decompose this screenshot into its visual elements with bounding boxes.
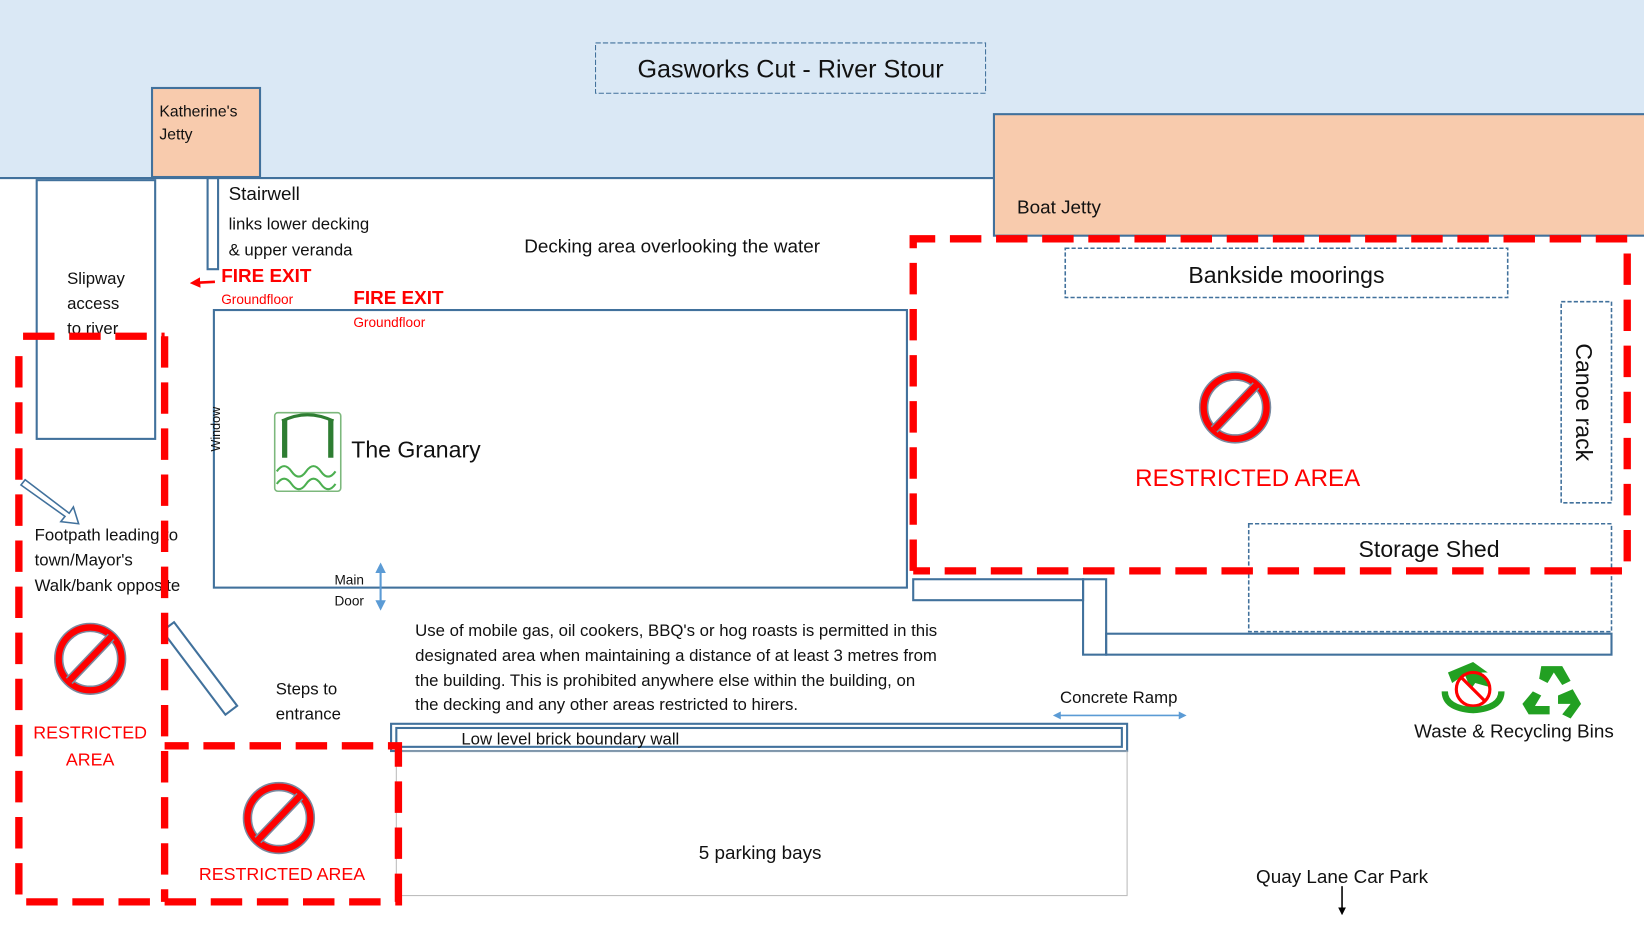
svg-text:the decking and any other area: the decking and any other areas restrict… xyxy=(415,695,798,714)
svg-text:5 parking bays: 5 parking bays xyxy=(699,842,822,863)
svg-text:FIRE EXIT: FIRE EXIT xyxy=(221,265,312,286)
bankside-moorings: Bankside moorings xyxy=(1064,247,1509,299)
svg-text:Gasworks Cut - River Stour: Gasworks Cut - River Stour xyxy=(637,56,943,84)
granary-logo-icon xyxy=(273,411,342,493)
restricted-label-bottom: RESTRICTED AREA xyxy=(199,864,365,884)
svg-text:The Granary: The Granary xyxy=(351,437,481,463)
svg-text:entrance: entrance xyxy=(276,705,341,724)
svg-text:Quay Lane Car Park: Quay Lane Car Park xyxy=(1256,866,1429,887)
restricted-label-left-2: AREA xyxy=(66,750,115,770)
svg-text:Storage Shed: Storage Shed xyxy=(1359,536,1500,562)
svg-text:Footpath leading to: Footpath leading to xyxy=(35,525,178,544)
svg-text:Jetty: Jetty xyxy=(159,126,192,143)
granary-building: Window The Granary Main Door xyxy=(209,309,908,611)
steps: Steps to entrance xyxy=(160,620,341,724)
svg-text:Groundfloor: Groundfloor xyxy=(221,292,293,307)
boundary-wall: Low level brick boundary wall xyxy=(390,722,1129,753)
katherines-jetty: Katherine's Jetty xyxy=(150,86,262,179)
svg-text:the building. This is prohibit: the building. This is prohibited anywher… xyxy=(415,671,915,690)
no-entry-icon xyxy=(247,787,310,850)
svg-text:Use of mobile gas, oil cookers: Use of mobile gas, oil cookers, BBQ's or… xyxy=(415,621,937,640)
bins: Waste & Recycling Bins xyxy=(1414,661,1614,741)
no-waste-icon xyxy=(1441,661,1505,714)
svg-text:Steps to: Steps to xyxy=(276,679,337,698)
svg-text:& upper veranda: & upper veranda xyxy=(229,241,354,260)
title-box: Gasworks Cut - River Stour xyxy=(595,42,987,94)
svg-text:town/Mayor's: town/Mayor's xyxy=(35,551,133,570)
svg-text:Main: Main xyxy=(334,572,364,587)
recycling-icon xyxy=(1522,666,1582,719)
no-entry-icon xyxy=(59,627,122,690)
no-entry-icon xyxy=(1204,376,1267,439)
svg-text:access: access xyxy=(67,294,119,313)
decking-label: Decking area overlooking the water xyxy=(524,235,820,256)
parking-bays: 5 parking bays xyxy=(395,750,1128,897)
svg-text:Walk/bank opposite: Walk/bank opposite xyxy=(35,576,181,595)
svg-text:designated area when maintaini: designated area when maintaining a dista… xyxy=(415,646,937,665)
svg-text:Door: Door xyxy=(334,593,364,608)
car-park: Quay Lane Car Park xyxy=(1256,866,1429,916)
gas-notice: Use of mobile gas, oil cookers, BBQ's or… xyxy=(415,621,937,714)
storage-shed: Storage Shed xyxy=(1247,522,1613,633)
svg-text:FIRE EXIT: FIRE EXIT xyxy=(353,287,444,308)
svg-text:Canoe rack: Canoe rack xyxy=(1571,343,1597,461)
boat-jetty: Boat Jetty xyxy=(992,113,1644,237)
slipway: Slipway access to river xyxy=(35,179,157,440)
restricted-zone-right xyxy=(909,235,1631,575)
svg-text:Waste & Recycling Bins: Waste & Recycling Bins xyxy=(1414,720,1614,741)
stairwell: Stairwell links lower decking & upper ve… xyxy=(206,177,370,271)
svg-text:Concrete Ramp: Concrete Ramp xyxy=(1060,688,1177,707)
svg-text:Boat Jetty: Boat Jetty xyxy=(1017,197,1101,218)
svg-text:links lower decking: links lower decking xyxy=(229,214,370,233)
svg-text:Stairwell: Stairwell xyxy=(229,183,300,204)
svg-text:Groundfloor: Groundfloor xyxy=(353,315,425,330)
restricted-zone-left xyxy=(15,332,403,906)
svg-text:Low level brick boundary wall: Low level brick boundary wall xyxy=(461,730,679,749)
restricted-label-left: RESTRICTED xyxy=(33,722,147,742)
svg-text:Slipway: Slipway xyxy=(67,269,125,288)
window-label: Window xyxy=(209,406,223,452)
svg-text:Katherine's: Katherine's xyxy=(159,103,237,120)
ramp xyxy=(912,578,1613,656)
footpath: Footpath leading to town/Mayor's Walk/ba… xyxy=(19,478,181,595)
concrete-ramp: Concrete Ramp xyxy=(1052,688,1187,720)
fire-exit-2: FIRE EXIT Groundfloor xyxy=(353,287,444,330)
canoe-rack: Canoe rack xyxy=(1560,300,1613,504)
restricted-label-right: RESTRICTED AREA xyxy=(1135,465,1361,492)
svg-text:Bankside moorings: Bankside moorings xyxy=(1188,262,1384,288)
fire-exit-1: FIRE EXIT Groundfloor xyxy=(189,265,312,307)
